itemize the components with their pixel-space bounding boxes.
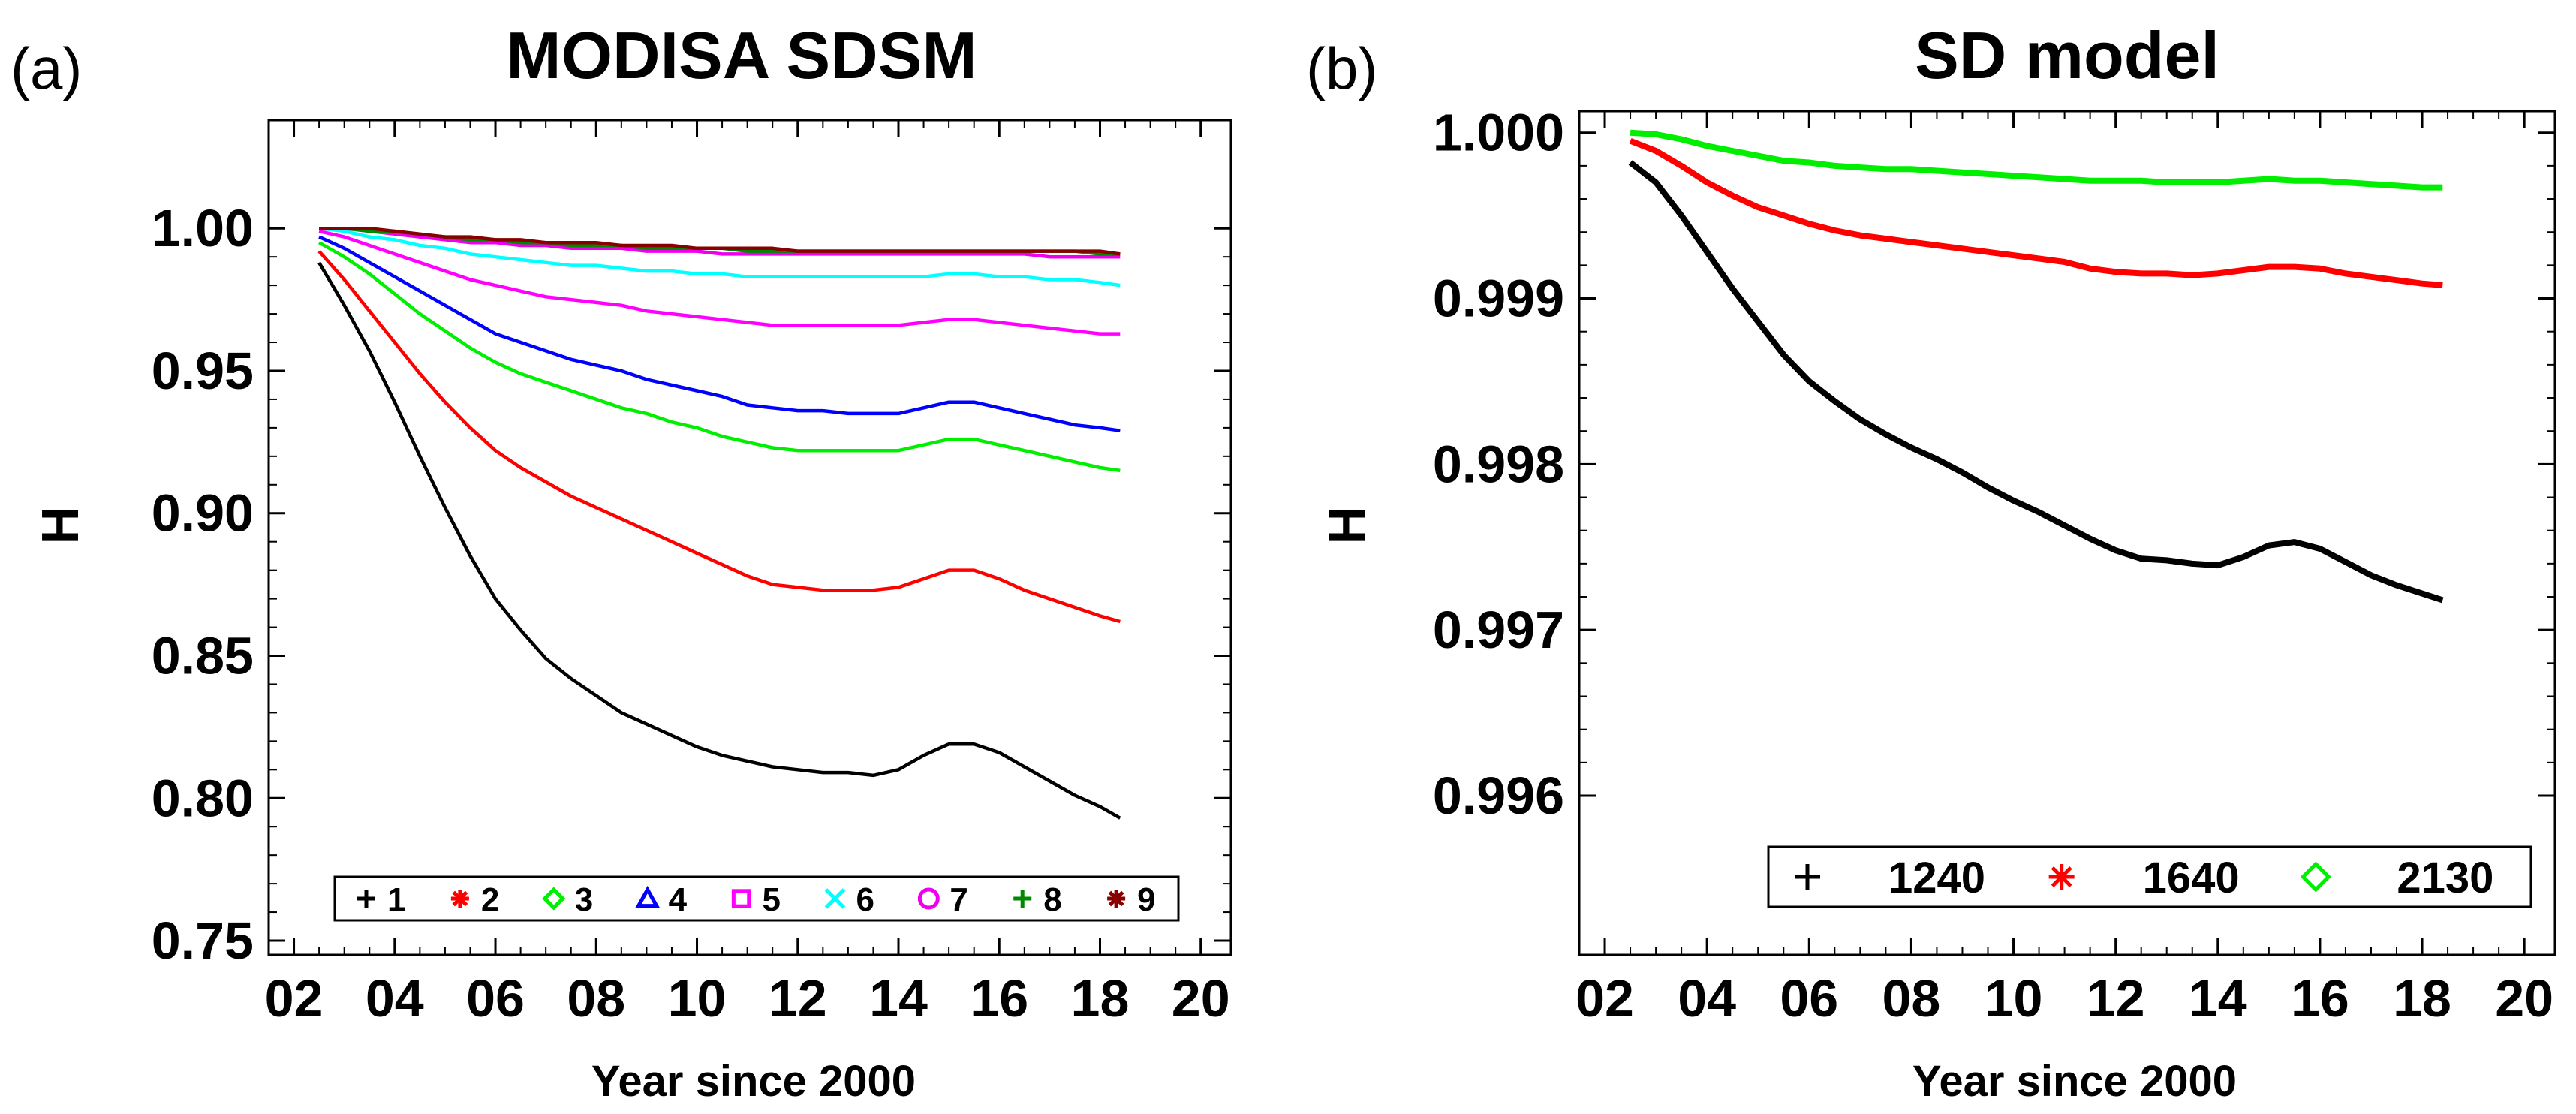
panel-a-legend-label-4: 4 xyxy=(669,881,688,918)
panel-b-series-1240-line xyxy=(1628,160,2444,604)
panel-a-legend-marker-8 xyxy=(1013,890,1032,908)
panel-a-y-axis-label: H xyxy=(31,507,89,545)
panel-a-series-7-line xyxy=(319,226,1121,259)
panel-a: (a) MODISA SDSM H Year since 2000 02 04 06… xyxy=(11,18,1232,1106)
panel-b-frame xyxy=(1578,110,2556,956)
panel-b-legend-marker-1640 xyxy=(2048,864,2075,890)
panel-b-x-tick-label: 18 xyxy=(2393,969,2451,1028)
panel-b-legend-marker-1240 xyxy=(1795,864,1820,890)
panel-b-x-tick-label: 14 xyxy=(2189,969,2247,1028)
panel-a-legend-label-2: 2 xyxy=(481,881,499,918)
panel-b-x-tick-label: 16 xyxy=(2291,969,2349,1028)
panel-a-title: MODISA SDSM xyxy=(506,18,977,92)
panel-a-legend-marker-6 xyxy=(824,888,846,909)
panel-a-y-tick-label: 0.90 xyxy=(152,484,254,543)
panel-b-label: (b) xyxy=(1306,35,1377,101)
panel-a-legend: 1 2 3 4 5 6 7 8 9 xyxy=(333,875,1180,922)
panel-b-y-tick-label: 1.000 xyxy=(1433,104,1564,162)
panel-a-y-tick-label: 0.95 xyxy=(152,342,254,400)
panel-b-y-tick-label: 0.998 xyxy=(1433,435,1564,493)
panel-a-series-6-line xyxy=(318,226,1121,288)
panel-b-y-tick-label: 0.999 xyxy=(1433,269,1564,328)
panel-b-legend-marker-2130 xyxy=(2300,861,2331,893)
panel-a-legend-marker-3 xyxy=(542,887,566,911)
panel-b-y-tick-label: 0.997 xyxy=(1433,601,1564,659)
panel-b-plot-area: 02 04 06 08 10 12 14 16 18 20 0.996 0.997 0.998 0.999… xyxy=(1433,104,2556,1028)
panel-b-x-tick-label: 12 xyxy=(2087,969,2145,1028)
panel-a-y-tick-label: 1.00 xyxy=(152,199,254,257)
panel-a-legend-label-8: 8 xyxy=(1043,881,1061,918)
panel-b-y-tick-label: 0.996 xyxy=(1433,766,1564,825)
panel-b-x-axis-label: Year since 2000 xyxy=(1912,1057,2237,1106)
panel-b-x-tick-label: 20 xyxy=(2495,969,2553,1028)
panel-a-series-2-line xyxy=(317,250,1121,624)
panel-a-series-3-line xyxy=(317,241,1121,473)
panel-a-legend-marker-1 xyxy=(357,890,375,908)
panel-a-x-tick-label: 04 xyxy=(366,969,424,1028)
panel-a-legend-marker-4 xyxy=(635,885,660,908)
panel-b-series-2130-line xyxy=(1630,129,2443,191)
panel-a-legend-label-5: 5 xyxy=(763,881,781,918)
panel-a-legend-label-3: 3 xyxy=(575,881,593,918)
panel-b-x-tick-label: 04 xyxy=(1678,969,1736,1028)
panel-b-legend-label-1640: 1640 xyxy=(2143,854,2240,902)
panel-a-frame xyxy=(267,119,1232,956)
panel-a-legend-label-9: 9 xyxy=(1137,881,1155,918)
panel-a-x-tick-label: 06 xyxy=(466,969,525,1028)
panel-b-x-tick-label: 06 xyxy=(1780,969,1838,1028)
panel-a-series-9-line xyxy=(319,226,1121,256)
panel-a-x-tick-label: 02 xyxy=(265,969,324,1028)
panel-a-legend-box xyxy=(333,875,1180,922)
panel-a-x-tick-label: 12 xyxy=(769,969,827,1028)
panel-a-x-tick-label: 08 xyxy=(567,969,625,1028)
panel-a-legend-label-1: 1 xyxy=(387,881,405,918)
panel-b-x-tick-label: 02 xyxy=(1575,969,1634,1028)
panel-b-x-tick-label: 08 xyxy=(1882,969,1940,1028)
panel-b-legend-label-1240: 1240 xyxy=(1888,854,1985,902)
panel-a-x-tick-label: 20 xyxy=(1172,969,1230,1028)
panel-a-plot-area: 02 04 06 08 10 12 14 16 18 200.750.800.850.900.95… xyxy=(152,119,1232,1028)
panel-a-legend-label-7: 7 xyxy=(949,881,968,918)
panel-a-y-tick-label: 0.80 xyxy=(152,769,254,827)
panel-a-y-tick-label: 0.85 xyxy=(152,627,254,685)
panel-b-x-tick-label: 10 xyxy=(1985,969,2043,1028)
panel-b-legend-label-2130: 2130 xyxy=(2397,854,2493,902)
panel-a-legend-marker-5 xyxy=(731,889,751,908)
panel-a-x-axis-label: Year since 2000 xyxy=(591,1057,916,1106)
panel-a-label: (a) xyxy=(11,35,82,101)
panel-a-series-5-line xyxy=(318,229,1121,336)
panel-a-y-tick-label: 0.75 xyxy=(152,911,254,970)
panel-a-x-tick-label: 14 xyxy=(869,969,928,1028)
panel-a-series-4-line xyxy=(318,235,1121,432)
panel-a-x-tick-label: 10 xyxy=(668,969,727,1028)
panel-a-x-tick-label: 18 xyxy=(1071,969,1130,1028)
panel-b-title: SD model xyxy=(1915,18,2219,92)
panel-a-x-tick-label: 16 xyxy=(970,969,1028,1028)
panel-b-legend-box xyxy=(1767,845,2532,908)
panel-b-series-1640-line xyxy=(1629,137,2443,288)
panel-a-legend-marker-2 xyxy=(450,890,469,908)
panel-a-series-1-line xyxy=(317,261,1121,820)
panel-a-legend-marker-9 xyxy=(1107,890,1126,908)
panel-a-legend-label-6: 6 xyxy=(856,881,874,918)
panel-b-legend: 1240 1640 2130 xyxy=(1767,845,2532,908)
panel-b-y-axis-label: H xyxy=(1317,507,1376,545)
panel-b: (b) SD model H Year since 2000 02 04 06 08 1… xyxy=(1306,18,2556,1106)
panel-a-legend-marker-7 xyxy=(917,887,940,910)
